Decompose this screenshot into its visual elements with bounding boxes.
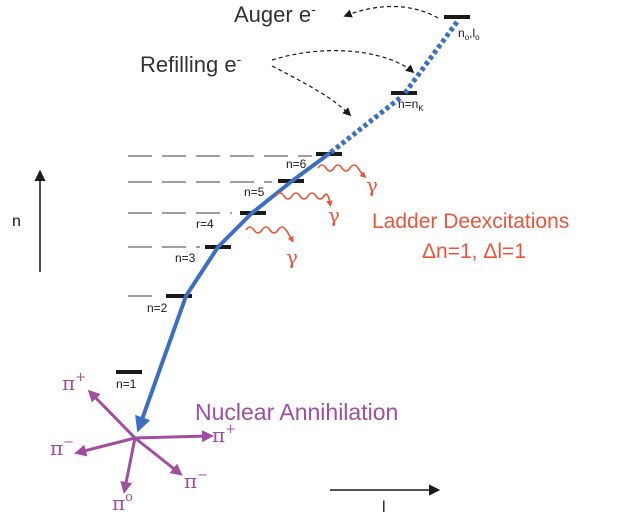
nuclear-annihilation-label: Nuclear Annihilation	[195, 399, 398, 425]
ladder-title: Ladder Deexcitations	[372, 210, 569, 233]
level-n3-label: n=3	[175, 251, 196, 265]
auger-label: Auger e-	[234, 1, 316, 27]
pion-ray-downright	[134, 436, 183, 476]
level-n0l0-label: no,lo	[458, 26, 480, 42]
ladder-rule: Δn=1, Δl=1	[422, 240, 526, 263]
gamma-wave-3	[245, 226, 294, 243]
pion-plus-right-label: π+	[212, 422, 236, 447]
cascade-dotted-top	[402, 20, 460, 95]
pion-ray-down	[120, 437, 137, 494]
gamma-emissions	[245, 164, 367, 243]
level-nk-label: n=nK	[398, 97, 424, 113]
level-n4-label: r=4	[196, 217, 214, 231]
level-n5-label: n=5	[244, 185, 265, 199]
level-n1-label: n=1	[116, 377, 137, 391]
pion-minus-right-label: π−	[184, 468, 208, 493]
level-n2-label: n=2	[147, 301, 168, 315]
refilling-arrow-1	[271, 50, 415, 74]
cascade-dotted-mid	[328, 96, 402, 155]
electron-arrows	[271, 5, 439, 117]
pion-star	[74, 389, 214, 494]
cascade-solid	[135, 151, 332, 433]
pion-ray-upleft	[87, 389, 137, 440]
gamma-wave-2	[275, 192, 333, 208]
refilling-label: Refilling e-	[140, 51, 242, 77]
pion-zero-label: πo	[112, 490, 133, 515]
gamma-label-3: γ	[286, 245, 298, 269]
gamma-label-1: γ	[366, 173, 378, 197]
gamma-wave-1	[317, 164, 367, 179]
gamma-label-2: γ	[328, 203, 340, 227]
pion-plus-upleft-label: π+	[62, 370, 86, 395]
level-n6-label: n=6	[286, 157, 307, 171]
l-axis-label: l	[382, 499, 386, 516]
pion-ray-right	[134, 430, 214, 443]
refilling-arrow-2	[271, 65, 352, 117]
pion-minus-left-label: π−	[50, 435, 74, 460]
pion-ray-left	[74, 436, 136, 457]
sublevel-dashes	[128, 155, 312, 297]
auger-arrow	[343, 5, 439, 19]
n-axis-label: n	[12, 213, 21, 230]
